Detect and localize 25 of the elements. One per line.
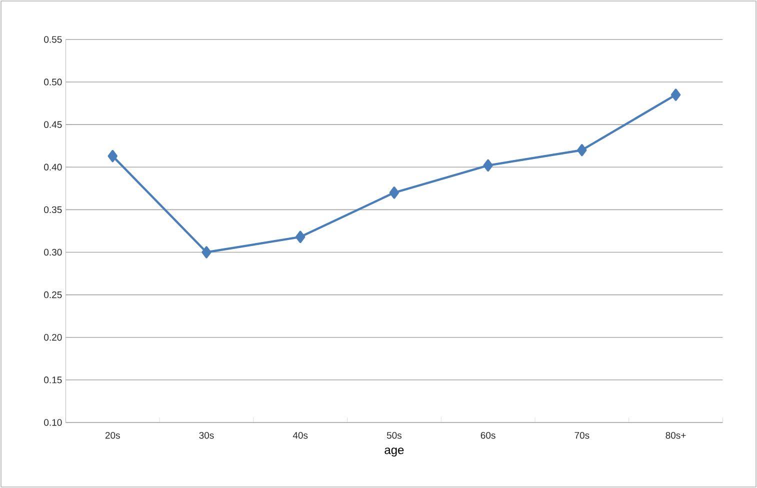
x-tick-label: 80s+ <box>666 432 686 439</box>
y-tick-label: 0.15 <box>44 376 62 384</box>
point <box>577 144 587 156</box>
y-tick-label: 0.25 <box>44 291 62 298</box>
y-tick-label: 0.30 <box>44 248 62 256</box>
point <box>483 159 493 172</box>
y-tick-label: 0.45 <box>44 121 62 128</box>
x-tick-label: 60s <box>480 432 496 439</box>
x-tick-label: 70s <box>574 432 590 439</box>
x-tick-label: 40s <box>292 432 308 439</box>
x-axis-title: age <box>384 448 404 457</box>
point <box>670 88 681 101</box>
point <box>202 246 212 258</box>
y-tick-label: 0.50 <box>44 78 62 86</box>
point <box>296 230 306 244</box>
x-tick-label: 20s <box>105 432 120 439</box>
point <box>108 150 118 162</box>
y-tick-label: 0.35 <box>44 206 62 214</box>
y-tick-label: 0.40 <box>44 164 62 170</box>
x-tick-label: 30s <box>199 432 214 439</box>
y-tick-label: 0.10 <box>44 419 62 426</box>
point <box>389 186 400 199</box>
y-tick-label: 0.55 <box>44 36 62 43</box>
y-tick-label: 0.20 <box>44 334 62 341</box>
x-tick-label: 50s <box>386 432 402 439</box>
